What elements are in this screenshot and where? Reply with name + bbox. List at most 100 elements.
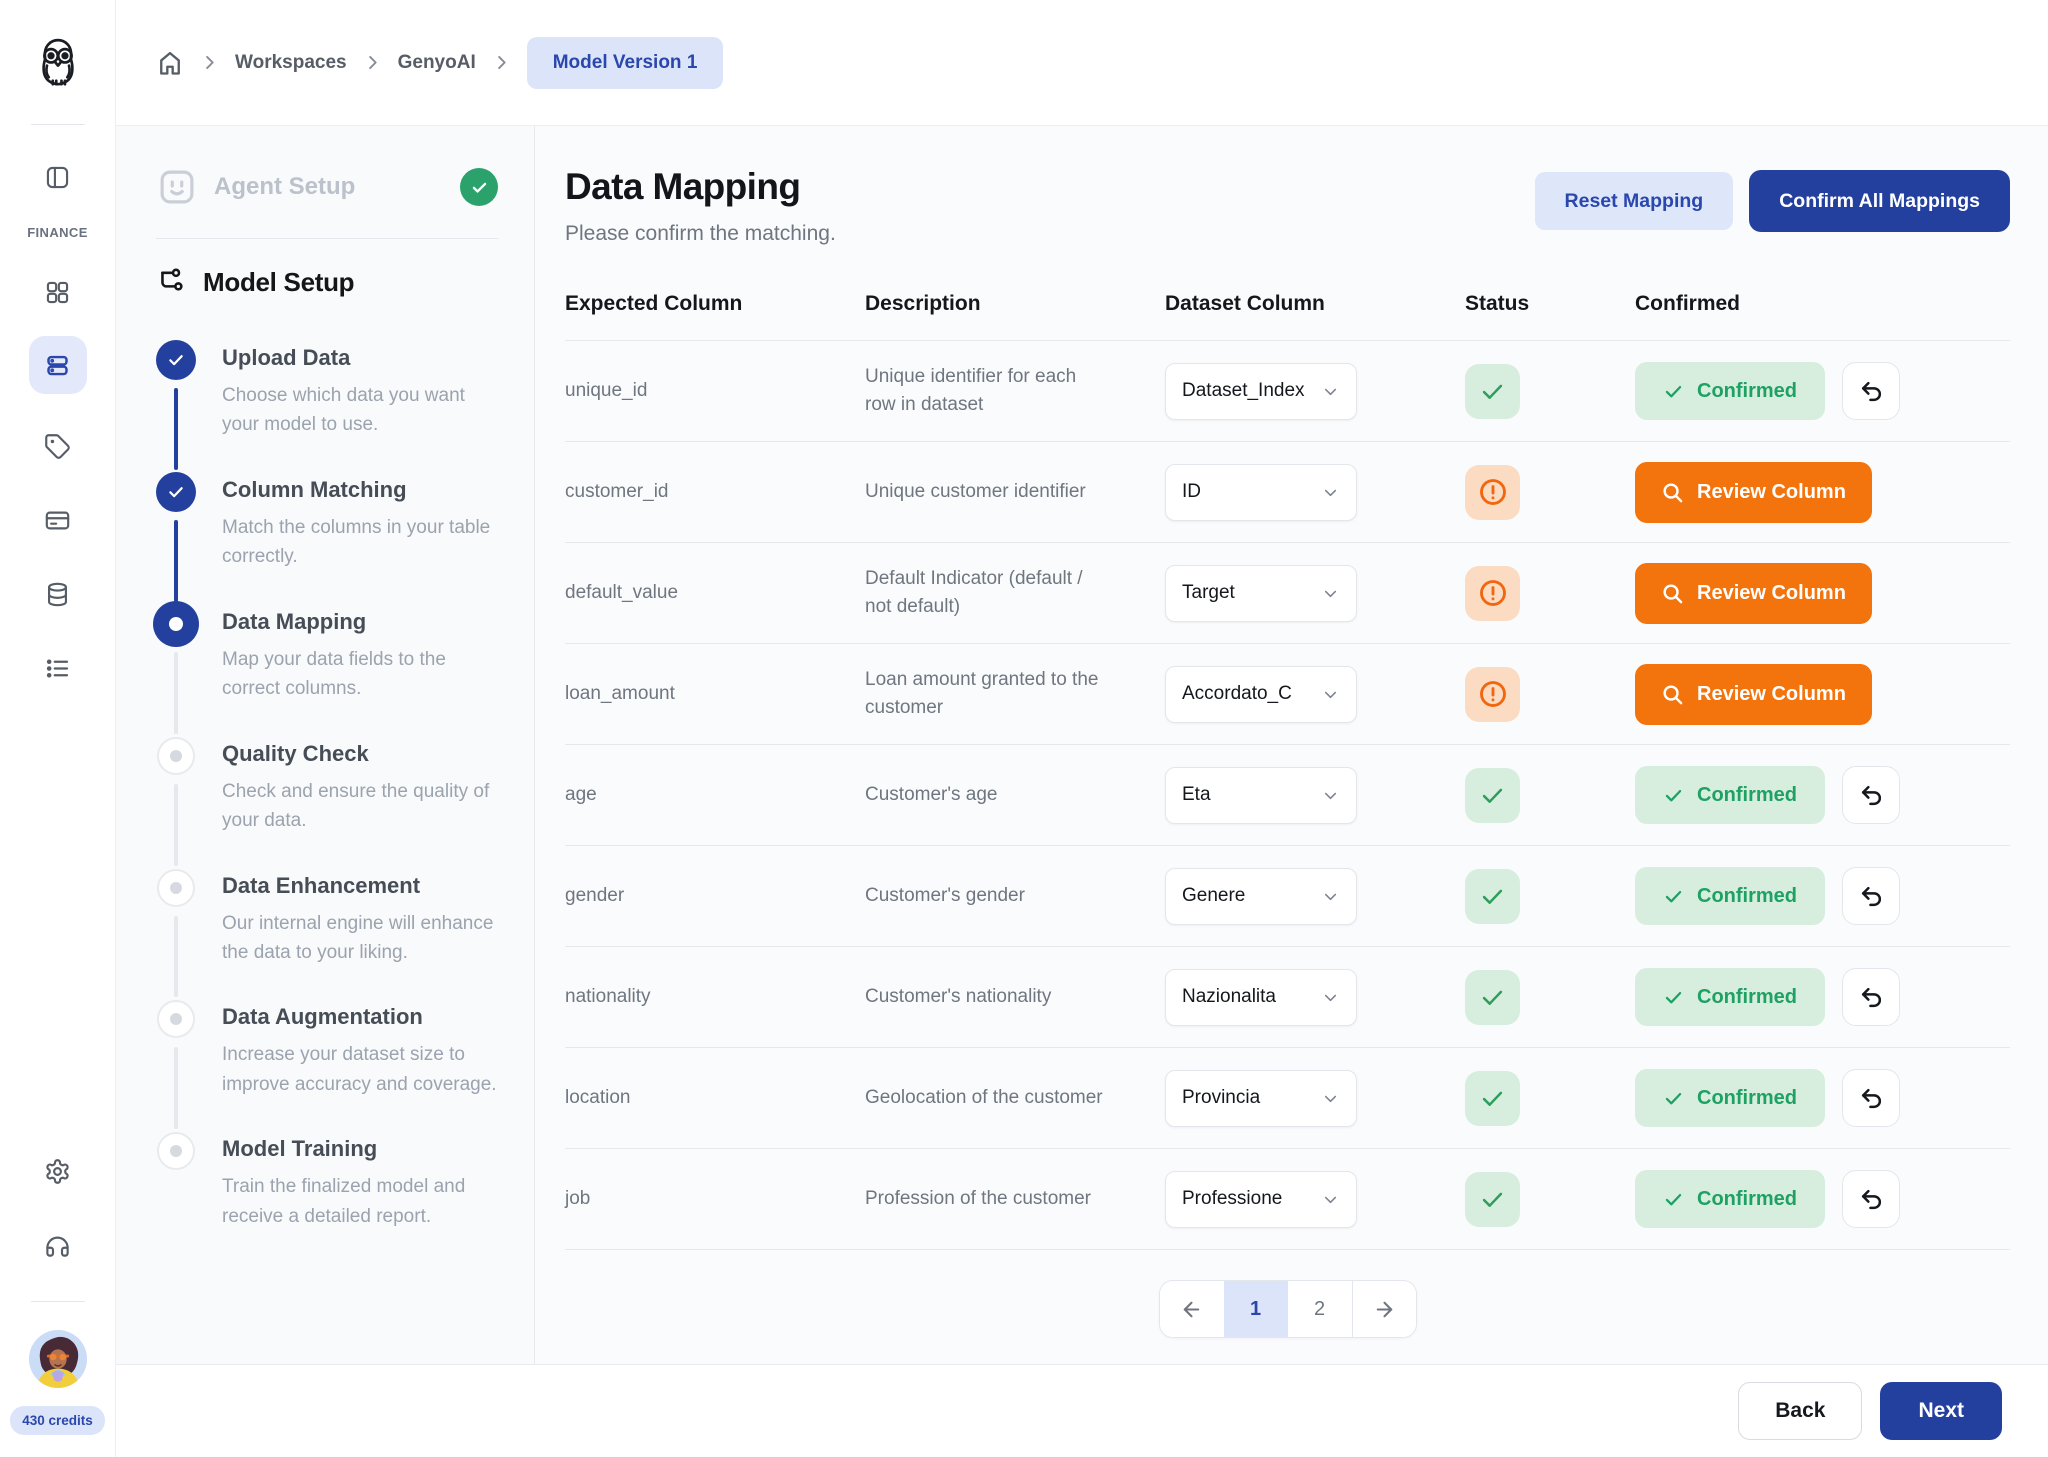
step-connector	[174, 915, 178, 998]
back-button[interactable]: Back	[1738, 1382, 1863, 1440]
dataset-column-select[interactable]: Accordato_C	[1165, 665, 1357, 723]
wizard-step-data-enhancement[interactable]: Data Enhancement Our internal engine will…	[156, 868, 504, 1000]
step-connector	[174, 651, 178, 734]
status-ok-icon	[1465, 1171, 1520, 1227]
expected-column-value: gender	[565, 885, 625, 906]
confirmed-badge: Confirmed	[1635, 1170, 1825, 1228]
owl-logo[interactable]	[29, 30, 87, 92]
agent-setup-section[interactable]: Agent Setup	[156, 166, 504, 208]
tag-icon[interactable]	[36, 424, 80, 468]
dataset-column-select[interactable]: Professione	[1165, 1170, 1357, 1228]
model-setup-label: Model Setup	[203, 267, 355, 297]
breadcrumb-current-model-version[interactable]: Model Version 1	[526, 36, 724, 89]
wizard-step-quality-check[interactable]: Quality Check Check and ensure the qualit…	[156, 736, 504, 868]
expected-column-value: default_value	[565, 582, 679, 603]
step-description: Train the finalized model and receive a …	[222, 1176, 466, 1227]
finance-section-label: FINANCE	[27, 225, 88, 240]
step-description: Our internal engine will enhance the dat…	[222, 912, 494, 963]
footer-bar: Back Next	[116, 1364, 2048, 1457]
dataset-column-select[interactable]: Provincia	[1165, 1069, 1357, 1127]
table-row: age Customer's age Eta Confirmed	[565, 745, 2010, 846]
page-title: Data Mapping	[565, 166, 801, 207]
chevron-right-icon	[206, 56, 214, 69]
header-dataset-column: Dataset Column	[1165, 292, 1325, 315]
dataset-column-select[interactable]: ID	[1165, 463, 1357, 521]
review-column-button[interactable]: Review Column	[1635, 562, 1872, 624]
mapping-table: unique_id Unique identifier for each row …	[565, 341, 2010, 1250]
step-connector	[174, 519, 178, 602]
step-marker-complete-icon	[156, 471, 196, 512]
review-column-button[interactable]: Review Column	[1635, 663, 1872, 725]
step-title: Data Mapping	[222, 608, 367, 634]
status-warning-icon	[1465, 565, 1520, 621]
breadcrumb-item-genyoai[interactable]: GenyoAI	[397, 51, 476, 73]
undo-button[interactable]	[1842, 968, 1900, 1026]
column-description: Loan amount granted to the customer	[865, 668, 1099, 719]
step-title: Data Enhancement	[222, 872, 421, 898]
wizard-step-upload-data[interactable]: Upload Data Choose which data you want yo…	[156, 340, 504, 472]
header-expected-column: Expected Column	[565, 292, 743, 315]
dataset-column-select[interactable]: Nazionalita	[1165, 968, 1357, 1026]
settings-gear-icon[interactable]	[36, 1149, 80, 1193]
status-ok-icon	[1465, 363, 1520, 419]
billing-card-icon[interactable]	[36, 498, 80, 542]
wizard-step-column-matching[interactable]: Column Matching Match the columns in your…	[156, 471, 504, 604]
column-description: Geolocation of the customer	[865, 1086, 1103, 1108]
table-row: gender Customer's gender Genere Confirmed	[565, 846, 2010, 947]
chevron-right-icon	[497, 56, 506, 69]
review-column-button[interactable]: Review Column	[1635, 461, 1872, 523]
confirm-all-mappings-button[interactable]: Confirm All Mappings	[1749, 170, 2010, 232]
sidebar-toggle-icon[interactable]	[36, 155, 80, 199]
breadcrumb-item-workspaces[interactable]: Workspaces	[235, 51, 347, 73]
undo-button[interactable]	[1842, 766, 1900, 824]
status-ok-icon	[1465, 969, 1520, 1025]
wizard-step-model-training[interactable]: Model Training Train the finalized model …	[156, 1131, 504, 1263]
undo-button[interactable]	[1842, 867, 1900, 925]
step-marker-upcoming-icon	[157, 868, 195, 907]
page-subtitle: Please confirm the matching.	[565, 222, 836, 245]
page-button-1[interactable]: 1	[1223, 1281, 1288, 1337]
arrow-right-icon[interactable]	[1351, 1281, 1416, 1337]
dataset-column-select[interactable]: Eta	[1165, 766, 1357, 824]
dashboard-grid-icon[interactable]	[36, 270, 80, 314]
models-rows-icon[interactable]	[28, 336, 87, 394]
icon-sidebar: FINANCE	[0, 0, 116, 1457]
step-connector	[174, 388, 178, 470]
page-button-2[interactable]: 2	[1287, 1281, 1352, 1337]
dataset-column-select[interactable]: Target	[1165, 564, 1357, 622]
step-title: Column Matching	[222, 476, 407, 502]
model-setup-section: Model Setup	[156, 267, 504, 298]
undo-button[interactable]	[1842, 362, 1900, 420]
expected-column-value: unique_id	[565, 380, 648, 401]
dataset-column-select[interactable]: Genere	[1165, 867, 1357, 925]
column-description: Customer's age	[865, 783, 998, 805]
expected-column-value: customer_id	[565, 481, 669, 502]
undo-button[interactable]	[1842, 1069, 1900, 1127]
support-headset-icon[interactable]	[36, 1223, 80, 1267]
table-row: default_value Default Indicator (default …	[565, 543, 2010, 644]
column-description: Customer's gender	[865, 884, 1025, 906]
dataset-column-select[interactable]: Dataset_Index	[1165, 362, 1357, 420]
header-confirmed: Confirmed	[1635, 292, 1740, 315]
list-icon[interactable]	[36, 646, 80, 690]
wizard-step-data-augmentation[interactable]: Data Augmentation Increase your dataset s…	[156, 999, 504, 1131]
confirmed-badge: Confirmed	[1635, 766, 1825, 824]
reset-mapping-button[interactable]: Reset Mapping	[1534, 172, 1734, 230]
undo-button[interactable]	[1842, 1170, 1900, 1228]
step-description: Check and ensure the quality of your dat…	[222, 780, 490, 832]
arrow-left-icon[interactable]	[1159, 1281, 1224, 1337]
wizard-step-data-mapping[interactable]: Data Mapping Map your data fields to the …	[153, 600, 504, 736]
header-status: Status	[1465, 292, 1530, 315]
home-icon[interactable]	[156, 49, 184, 77]
status-warning-icon	[1465, 464, 1520, 520]
next-button[interactable]: Next	[1880, 1382, 2002, 1440]
bot-face-icon	[160, 170, 194, 204]
step-marker-upcoming-icon	[157, 736, 195, 775]
step-title: Model Training	[222, 1136, 378, 1162]
user-avatar[interactable]	[28, 1330, 87, 1388]
credits-badge[interactable]: 430 credits	[10, 1406, 105, 1435]
expected-column-value: nationality	[565, 986, 651, 1007]
table-row: location Geolocation of the customer Provi…	[565, 1048, 2010, 1149]
database-icon[interactable]	[36, 572, 80, 616]
step-description: Match the columns in your table correctl…	[222, 516, 491, 568]
